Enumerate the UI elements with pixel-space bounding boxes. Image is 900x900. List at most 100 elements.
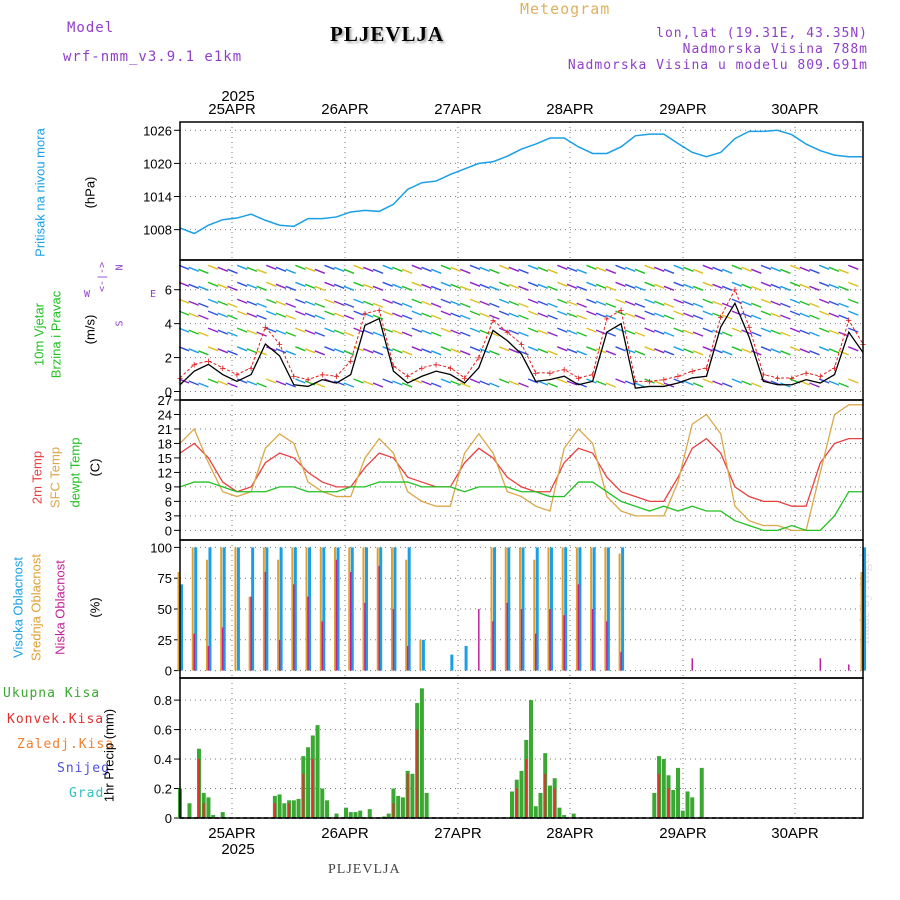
day-label-top-2: 27APR <box>434 101 482 118</box>
wind-arrow <box>430 302 442 308</box>
precip-bar-0 <box>690 797 695 818</box>
wind-arrow <box>527 281 539 287</box>
wind-arrow <box>450 283 461 289</box>
wind-arrow <box>217 348 229 354</box>
ytick-label-2: 0.4 <box>154 752 172 767</box>
wind-gust-marker: + <box>319 370 325 382</box>
cloud-bar-1 <box>262 547 265 671</box>
wind-arrow <box>809 302 820 308</box>
wind-arrow <box>363 380 374 386</box>
wind-arrow <box>692 268 704 274</box>
wind-arrow <box>363 329 374 335</box>
precip-bar-0 <box>334 813 339 818</box>
wind-arrow <box>751 285 762 291</box>
ytick-label-8: 24 <box>158 407 172 422</box>
wind-arrow <box>285 350 296 356</box>
wind-arrow <box>430 382 442 388</box>
precip-bar-0 <box>557 807 562 818</box>
wind-arrow <box>266 298 277 304</box>
wind-gust-marker: + <box>604 314 610 326</box>
wind-arrow <box>246 266 258 272</box>
pressure-line <box>179 129 863 235</box>
precip-bar-0 <box>206 797 211 818</box>
wind-arrow <box>770 312 781 318</box>
wind-arrow <box>586 346 597 352</box>
wind-arrow <box>498 310 510 316</box>
wind-arrow <box>498 281 510 287</box>
cloud-bar-2 <box>549 609 551 671</box>
precip-bar-1 <box>302 773 305 818</box>
wind-arrow <box>741 283 752 289</box>
precip-bar-1 <box>525 759 528 818</box>
wind-arrow <box>644 281 655 287</box>
wind-arrow <box>343 331 355 337</box>
wind-arrow <box>751 331 762 337</box>
wind-arrow <box>372 382 384 388</box>
wind-arrow <box>789 310 801 316</box>
wind-arrow <box>576 314 587 320</box>
wind-arrow <box>207 378 219 384</box>
wind-arrow <box>382 298 393 304</box>
wind-arrow <box>818 327 830 333</box>
wind-arrow <box>760 298 772 304</box>
wind-arrow <box>624 266 636 272</box>
precip-bar-0 <box>410 773 415 818</box>
coords-label: lon,lat (19.31E, 43.35N) <box>656 26 868 41</box>
station-title: PLJEVLJA <box>330 22 445 46</box>
wind-arrow <box>547 350 558 356</box>
precip-bar-1 <box>288 803 291 818</box>
wind-arrow <box>266 281 277 287</box>
wind-arrow <box>266 264 277 270</box>
cloud-bar-0 <box>592 547 596 671</box>
wind-arrow <box>295 310 306 316</box>
wind-arrow <box>266 378 277 384</box>
wind-gust-marker: + <box>490 315 496 327</box>
wind-arrow <box>663 285 675 291</box>
precip-bar-0 <box>367 809 372 818</box>
wind-arrow <box>760 346 772 352</box>
wind-arrow <box>401 350 413 356</box>
wind-arrow <box>217 380 229 386</box>
cloud-bar-2 <box>577 584 580 671</box>
wind-arrow <box>731 310 743 316</box>
ytick-label-0: 0 <box>165 664 172 679</box>
wind-arrow <box>557 281 568 287</box>
wind-arrow <box>421 283 432 289</box>
wind-arrow <box>576 302 587 308</box>
wind-arrow <box>430 285 442 291</box>
wind-arrow <box>789 281 801 287</box>
wind-arrow <box>295 298 306 304</box>
wind-arrow <box>392 348 403 354</box>
cloud-bar-1 <box>205 559 208 671</box>
wind-arrow <box>634 285 646 291</box>
wind-arrow <box>702 378 714 384</box>
wind-arrow <box>275 300 287 306</box>
wind-arrow <box>324 346 335 352</box>
wind-gust-marker: + <box>789 373 795 385</box>
cloud-bar-0 <box>521 547 525 671</box>
wind-arrow <box>770 266 781 272</box>
wind-arrow <box>421 300 432 306</box>
panel-pressure: 1008 1014 1020 1026 <box>143 121 864 261</box>
wind-arrow <box>479 283 490 289</box>
wind-arrow <box>615 346 626 352</box>
wind-gust-marker: + <box>646 376 652 388</box>
precip-bar-0 <box>325 800 330 818</box>
altitude-label: Nadmorska Visina 788m <box>682 42 868 57</box>
wind-arrow <box>236 346 248 352</box>
wind-arrow <box>595 380 607 386</box>
wind-gust-marker: + <box>760 370 766 382</box>
cloud-bar-2 <box>406 645 409 671</box>
wind-arrow <box>489 314 500 320</box>
wind-arrow <box>566 283 578 289</box>
cloud-bar-0 <box>393 547 397 671</box>
ytick-label-2: 6 <box>165 494 172 509</box>
wind-arrow <box>343 285 355 291</box>
wind-arrow <box>295 281 306 287</box>
day-label-top-1: 26APR <box>321 101 369 118</box>
cloud-bar-1 <box>376 547 379 671</box>
cloud-bar-2 <box>478 609 480 671</box>
precip-bar-0 <box>320 788 325 818</box>
wind-arrow <box>634 268 646 274</box>
wind-arrow <box>324 298 335 304</box>
